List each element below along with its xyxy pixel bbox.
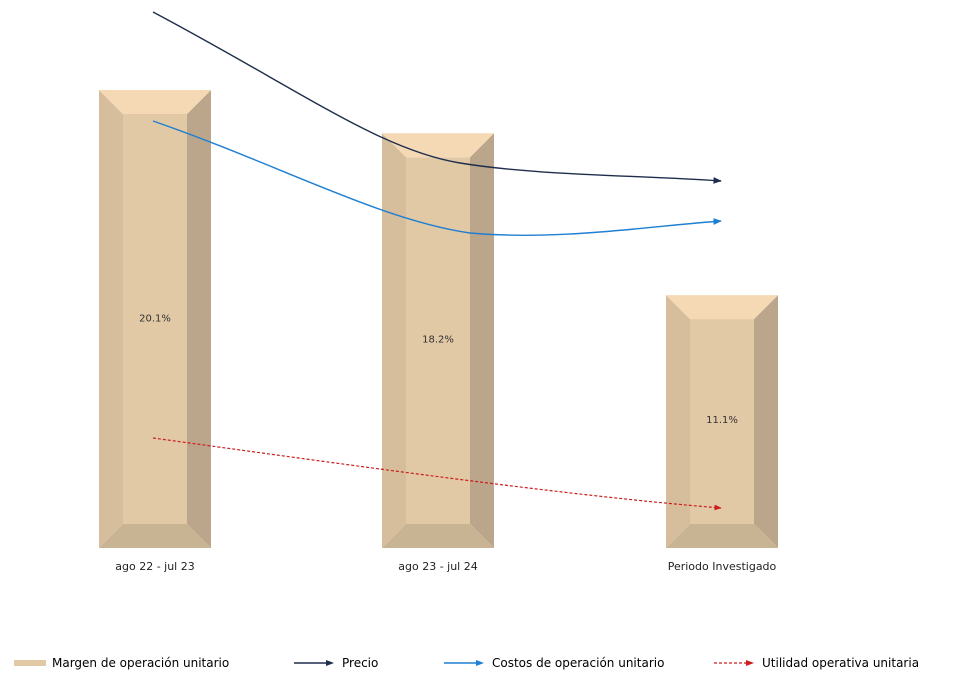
x-tick-label: ago 23 - jul 24 xyxy=(398,560,478,573)
bar-right-bevel xyxy=(470,133,494,549)
legend-label-costos: Costos de operación unitario xyxy=(492,656,665,670)
legend-item-margen: Margen de operación unitario xyxy=(14,654,229,672)
bar-top-bevel xyxy=(99,90,211,114)
legend-item-costos: Costos de operación unitario xyxy=(444,654,664,672)
x-tick-label: ago 22 - jul 23 xyxy=(115,560,195,573)
bar xyxy=(382,133,494,549)
costos-line xyxy=(152,120,722,236)
bar-face xyxy=(406,157,470,525)
utilidad-line xyxy=(152,437,722,511)
bar-top-bevel xyxy=(382,133,494,158)
bar-left-bevel xyxy=(99,90,123,548)
bar xyxy=(666,295,778,548)
bar-value-label: 11.1% xyxy=(706,415,738,426)
bar-right-bevel xyxy=(754,295,778,548)
legend-item-utilidad: Utilidad operativa unitaria xyxy=(714,654,919,672)
bar-bottom-bevel xyxy=(382,524,494,548)
legend-swatch-precio xyxy=(294,660,334,666)
legend-label-utilidad: Utilidad operativa unitaria xyxy=(762,656,920,670)
trend-lines-group xyxy=(152,11,722,511)
bar-labels-group: 20.1% 18.2% 11.1% xyxy=(139,313,738,426)
bar-left-bevel xyxy=(382,133,406,549)
bar-value-label: 20.1% xyxy=(139,313,171,324)
x-tick-label: Periodo Investigado xyxy=(668,560,777,573)
chart: 20.1% 18.2% 11.1% ago 22 - jul 23 ago 23 - … xyxy=(99,11,778,573)
legend: Margen de operación unitario Precio Cost… xyxy=(14,654,954,672)
bars-group xyxy=(99,90,778,549)
bar-face xyxy=(690,319,754,524)
legend-label-precio: Precio xyxy=(342,656,379,670)
legend-swatch-costos xyxy=(444,660,484,666)
legend-item-precio: Precio xyxy=(294,654,378,672)
bar-right-bevel xyxy=(187,90,211,548)
bar-bottom-bevel xyxy=(666,524,778,548)
bar-face xyxy=(123,114,187,524)
precio-line xyxy=(152,11,722,184)
x-tick-labels: ago 22 - jul 23 ago 23 - jul 24 Periodo In… xyxy=(115,560,776,573)
bar-top-bevel xyxy=(666,295,778,320)
bar-value-label: 18.2% xyxy=(422,335,454,346)
legend-label-margen: Margen de operación unitario xyxy=(52,656,230,670)
bar-left-bevel xyxy=(666,295,690,548)
legend-swatch-bar xyxy=(14,660,46,666)
bar xyxy=(99,90,211,548)
bar-bottom-bevel xyxy=(99,524,211,548)
legend-swatch-utilidad xyxy=(714,660,754,666)
